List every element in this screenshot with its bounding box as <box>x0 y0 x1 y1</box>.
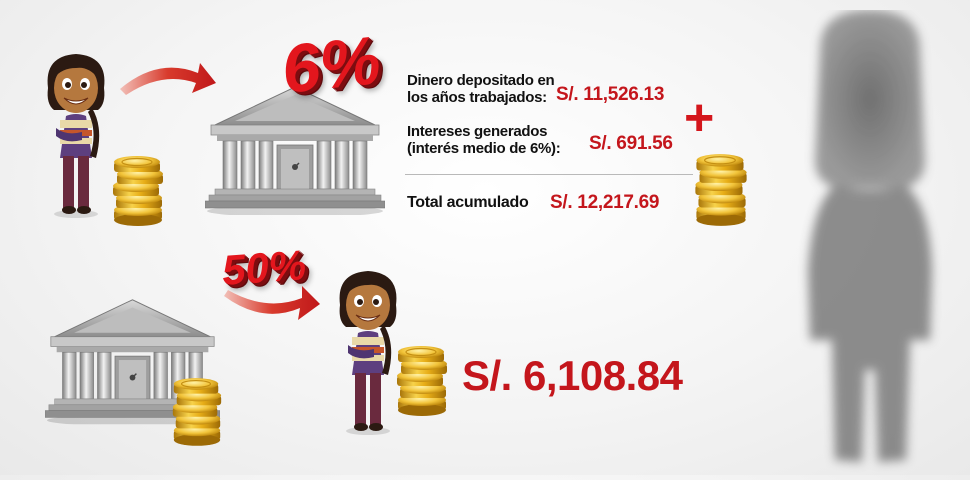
coins-stack-3 <box>168 372 226 450</box>
woman-character-icon <box>36 48 116 218</box>
curved-arrow-icon <box>224 286 320 320</box>
total-divider <box>405 174 693 175</box>
shadow-silhouette <box>780 10 960 475</box>
plus-sign: + <box>684 89 715 147</box>
label-total: Total acumulado <box>407 194 529 211</box>
coins-stack-4 <box>392 340 452 420</box>
label-deposited-line1: Dinero depositado en <box>407 72 555 89</box>
coins-stack-2 <box>690 148 752 230</box>
label-interest-line2: (interés medio de 6%): <box>407 140 561 157</box>
shadow-silhouette-icon <box>808 10 932 462</box>
woman-figure-1 <box>36 48 116 218</box>
label-deposited-line2: los años trabajados: <box>407 89 547 106</box>
gold-coins-icon <box>108 150 168 230</box>
amount-interest: S/. 691.56 <box>589 133 673 154</box>
amount-total: S/. 12,217.69 <box>550 192 660 213</box>
coins-stack-1 <box>108 150 168 230</box>
gold-coins-icon <box>690 148 752 230</box>
arrow-to-bank <box>118 55 218 105</box>
percent-badge-6: 6% <box>278 22 384 108</box>
gold-coins-icon <box>392 340 452 420</box>
gold-coins-icon <box>168 372 226 450</box>
curved-arrow-icon <box>120 63 216 95</box>
final-amount: S/. 6,108.84 <box>462 352 683 399</box>
label-deposited: Dinero depositado en los años trabajados… <box>407 72 557 106</box>
label-interest: Intereses generados (interés medio de 6%… <box>407 123 567 157</box>
label-interest-line1: Intereses generados <box>407 123 548 140</box>
arrow-to-woman <box>222 284 322 326</box>
amount-deposited: S/. 11,526.13 <box>556 84 665 105</box>
